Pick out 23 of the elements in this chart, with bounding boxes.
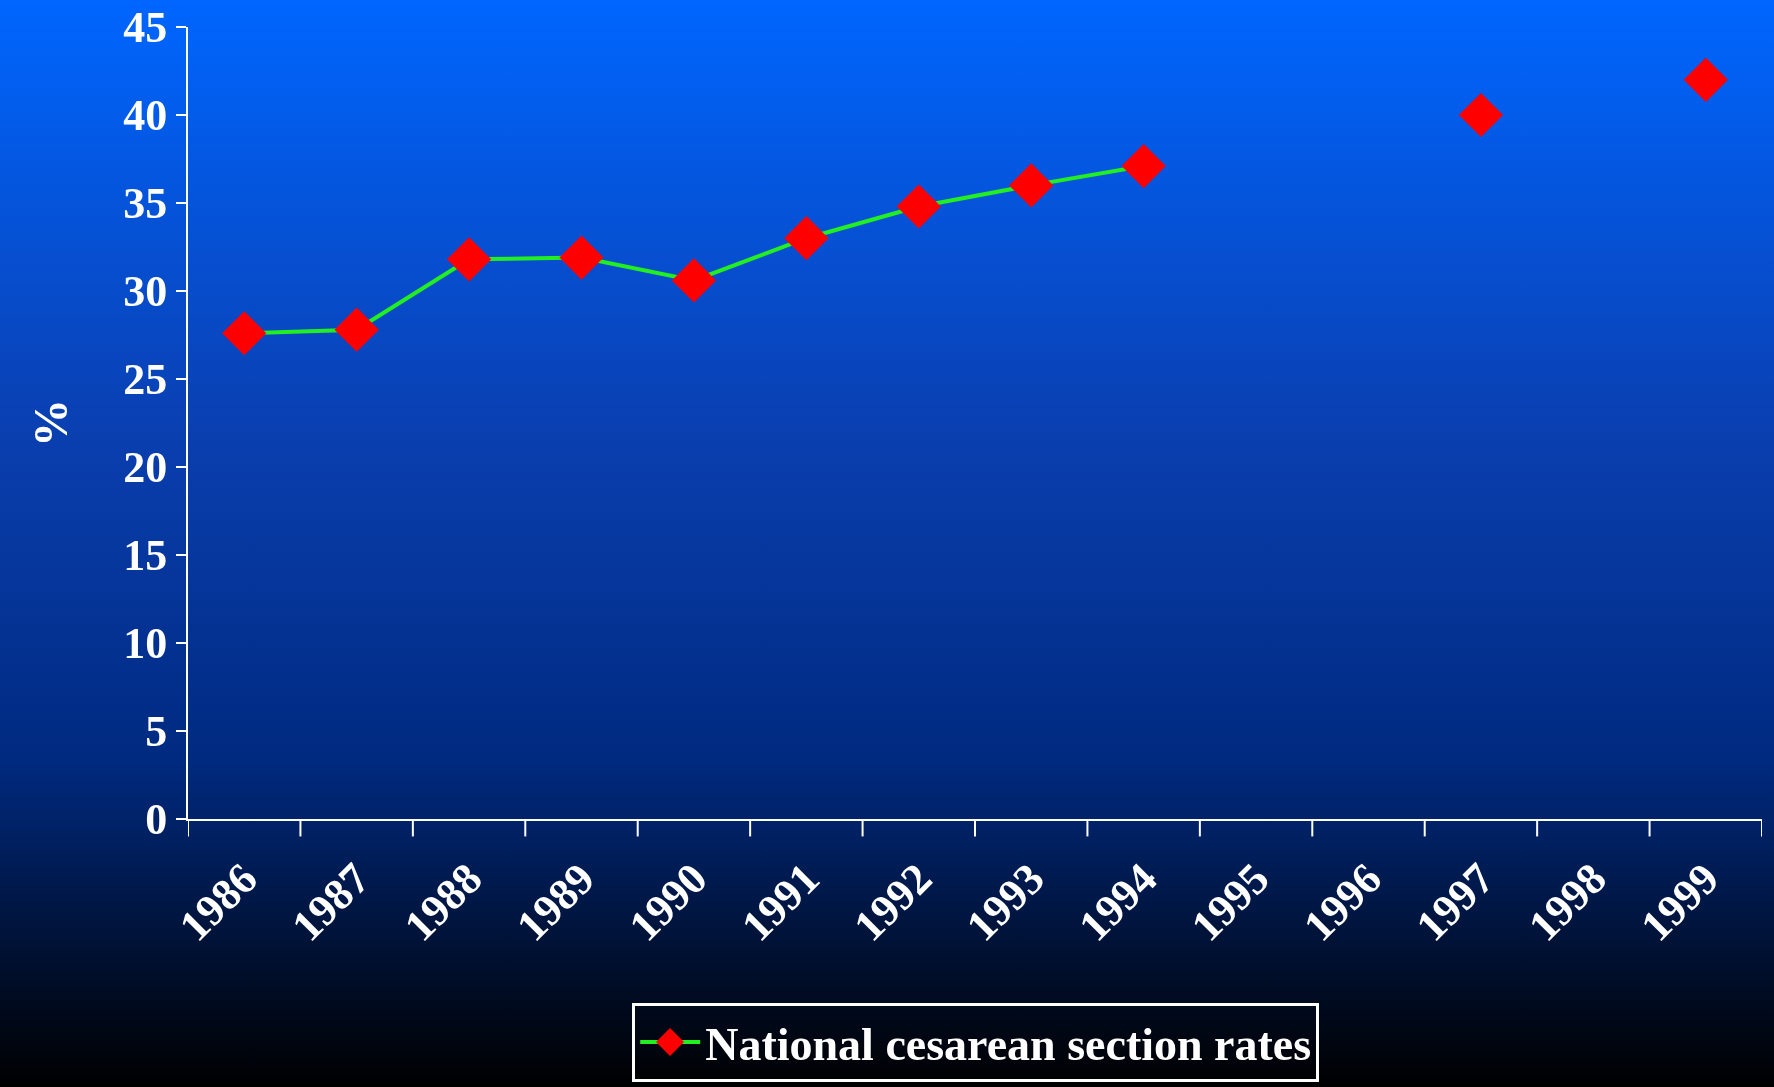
y-tick-label: 35 — [123, 179, 168, 229]
legend-label: National cesarean section rates — [705, 1018, 1312, 1070]
y-tick-label: 10 — [123, 619, 168, 669]
point — [671, 258, 717, 303]
y-tick-label: 25 — [123, 355, 168, 405]
point — [1009, 163, 1054, 208]
y-axis-title: % — [24, 399, 78, 447]
point — [446, 237, 492, 282]
point — [784, 216, 829, 261]
y-tick-label: 0 — [145, 795, 168, 845]
point — [896, 184, 941, 229]
point — [222, 311, 267, 356]
y-tick-label: 40 — [123, 91, 168, 141]
point — [1121, 143, 1166, 189]
y-tick-label: 30 — [123, 267, 168, 317]
y-tick-label: 5 — [145, 707, 168, 757]
y-tick-label: 20 — [123, 443, 168, 493]
point — [1683, 57, 1728, 102]
point — [334, 307, 379, 352]
point — [1458, 92, 1504, 138]
y-tick-label: 45 — [123, 3, 168, 53]
point — [559, 235, 604, 280]
y-tick-label: 15 — [123, 531, 168, 581]
